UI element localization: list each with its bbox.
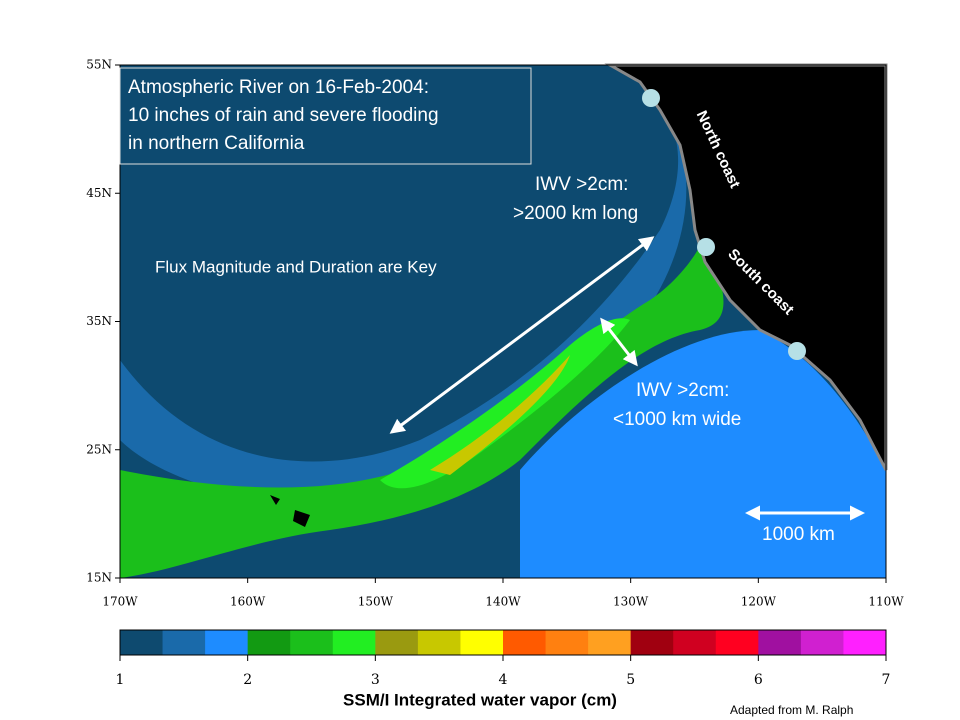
credit: Adapted from M. Ralph (730, 703, 853, 717)
colorbar-segment (843, 630, 887, 655)
colorbar-tick-label: 1 (116, 672, 125, 688)
lon-tick-label: 130W (613, 595, 649, 609)
lon-tick-label: 140W (485, 595, 521, 609)
colorbar-segment (162, 630, 206, 655)
lat-tick-label: 15N (86, 571, 112, 585)
title-line: in northern California (128, 133, 305, 154)
title-line: 10 inches of rain and severe flooding (128, 105, 439, 126)
lon-tick-label: 150W (358, 595, 394, 609)
colorbar-segment (247, 630, 291, 655)
colorbar-segment (503, 630, 547, 655)
colorbar-segment (375, 630, 419, 655)
colorbar-tick-label: 7 (882, 672, 891, 688)
scale-label: 1000 km (762, 524, 835, 545)
width-note: IWV >2cm: (636, 380, 729, 401)
lon-tick-label: 160W (230, 595, 266, 609)
colorbar-label: SSM/I Integrated water vapor (cm) (343, 690, 617, 709)
colorbar-segment (332, 630, 376, 655)
lon-tick-label: 110W (868, 595, 904, 609)
land (604, 63, 888, 471)
colorbar-segment (545, 630, 589, 655)
lat-tick-label: 45N (86, 186, 112, 200)
colorbar-tick-label: 2 (243, 672, 252, 688)
lon-tick-label: 170W (102, 595, 138, 609)
colorbar-segment (715, 630, 759, 655)
lat-tick-label: 35N (86, 314, 112, 328)
coast-point (788, 342, 806, 360)
river-max (430, 355, 570, 475)
colorbar-segment (120, 630, 164, 655)
colorbar-segment (417, 630, 461, 655)
flux-note: Flux Magnitude and Duration are Key (155, 257, 437, 276)
colorbar-segment (290, 630, 334, 655)
colorbar-segment (673, 630, 717, 655)
lon-tick-label: 120W (741, 595, 777, 609)
colorbar-segment (800, 630, 844, 655)
hawaii (270, 495, 310, 527)
lat-tick-label: 25N (86, 442, 112, 456)
colorbar-tick-label: 4 (499, 672, 508, 688)
width-note: <1000 km wide (613, 409, 741, 430)
length-arrow (389, 236, 655, 434)
width-arrow (600, 317, 638, 367)
title-line: Atmospheric River on 16-Feb-2004: (128, 77, 429, 98)
colorbar-tick-label: 6 (754, 672, 763, 688)
colorbar-segment (630, 630, 674, 655)
length-note: >2000 km long (513, 203, 638, 224)
atmospheric-river (120, 235, 724, 578)
title-box (119, 67, 532, 165)
colorbar-tick-label: 3 (371, 672, 380, 688)
colorbar-tick-label: 5 (626, 672, 635, 688)
length-note: IWV >2cm: (535, 174, 628, 195)
colorbar-segment (205, 630, 249, 655)
map (119, 63, 888, 579)
colorbar-segment (460, 630, 504, 655)
lat-tick-label: 55N (86, 58, 112, 72)
colorbar-segment (588, 630, 632, 655)
coast-point (642, 89, 660, 107)
colorbar-segment (758, 630, 802, 655)
coast-point (697, 238, 715, 256)
